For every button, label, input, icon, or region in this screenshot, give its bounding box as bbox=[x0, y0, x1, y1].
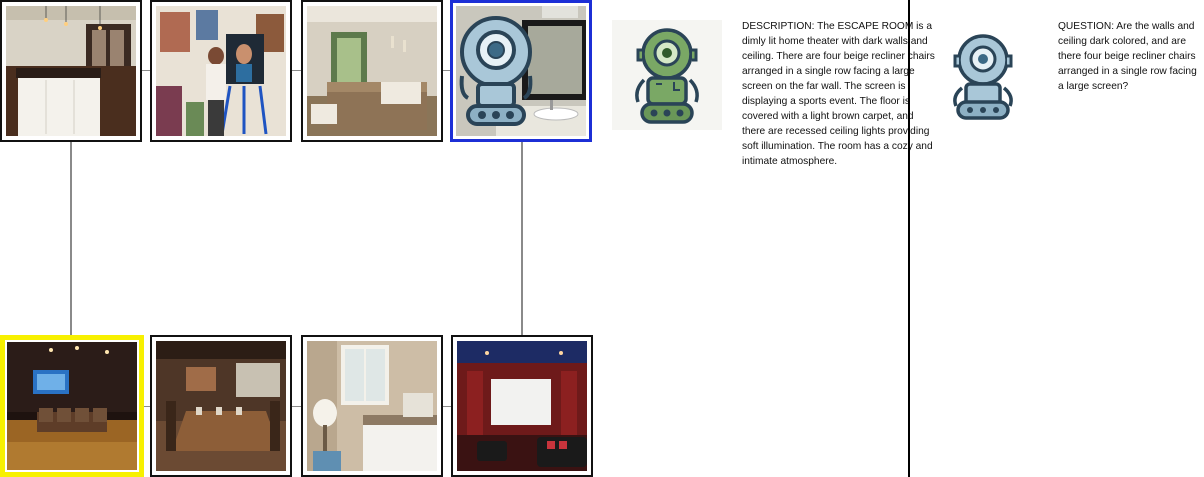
bedroom-photo bbox=[307, 6, 437, 136]
robot-overlay-icon bbox=[459, 16, 533, 126]
connector-top-2 bbox=[292, 70, 302, 71]
connector-bottom-2 bbox=[292, 406, 302, 407]
description-text: DESCRIPTION: The ESCAPE ROOM is a dimly … bbox=[742, 21, 935, 167]
connector-bottom-3 bbox=[442, 406, 452, 407]
question-text: QUESTION: Are the walls and ceiling dark… bbox=[1058, 21, 1197, 92]
image-thumb-home-theater[interactable] bbox=[0, 335, 144, 477]
connector-line-left bbox=[70, 141, 72, 337]
bathroom-photo-with-robot bbox=[456, 6, 586, 136]
bedroom-window-photo bbox=[307, 341, 437, 471]
connector-top-1 bbox=[141, 70, 151, 71]
asker-avatar bbox=[940, 30, 1026, 124]
image-thumb-bedroom[interactable] bbox=[301, 0, 443, 142]
connector-line-right bbox=[521, 141, 523, 337]
image-thumb-bedroom-window[interactable] bbox=[301, 335, 443, 477]
kitchen-photo bbox=[6, 6, 136, 136]
image-thumb-artist[interactable] bbox=[150, 0, 292, 142]
artist-painting-photo bbox=[156, 6, 286, 136]
image-thumb-dining[interactable] bbox=[150, 335, 292, 477]
red-theater-room-photo bbox=[457, 341, 587, 471]
rustic-dining-room-photo bbox=[156, 341, 286, 471]
image-thumb-red-theater[interactable] bbox=[451, 335, 593, 477]
panel-divider bbox=[908, 0, 910, 477]
image-thumb-bathroom[interactable] bbox=[450, 0, 592, 142]
connector-top-3 bbox=[442, 70, 452, 71]
connector-bottom-1 bbox=[141, 406, 151, 407]
blue-robot-icon bbox=[953, 34, 1013, 120]
home-theater-photo bbox=[7, 342, 137, 470]
describer-avatar bbox=[612, 20, 722, 130]
image-thumb-kitchen[interactable] bbox=[0, 0, 142, 142]
green-robot-icon bbox=[635, 28, 699, 124]
